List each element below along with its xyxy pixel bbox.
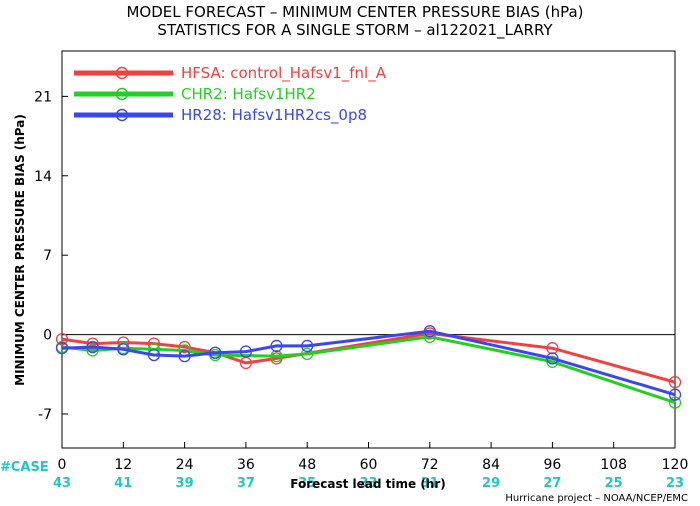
legend-label: HR28: Hafsv1HR2cs_0p8 [181,106,367,125]
chart-title-line2: STATISTICS FOR A SINGLE STORM – al122021… [157,21,553,40]
x-tick-label: 48 [298,457,316,473]
series-point [239,345,253,358]
series-point [86,340,99,354]
case-count: 35 [298,476,316,491]
series-point [178,349,191,363]
series-point [423,325,436,338]
x-tick-label: 12 [114,457,132,473]
legend-label: CHR2: Hafsv1HR2 [181,85,316,103]
y-tick-label: 14 [34,169,52,185]
series-point [178,340,191,354]
series-point [668,396,682,409]
series-line [61,329,676,397]
legend-entry-2: CHR2: Hafsv1HR2 [74,85,316,103]
series-point [86,344,99,357]
y-axis-label: MINIMUM CENTER PRESSURE BIAS (hPa) [13,114,27,386]
x-tick-label: 96 [543,457,561,473]
series-3 [55,325,682,401]
case-label: #CASE [0,460,49,475]
series-point [55,342,69,355]
case-count: 39 [176,476,194,491]
series-point [147,348,161,362]
y-tick-label: 0 [43,328,52,344]
legend-marker [115,108,129,122]
series-point [270,339,283,353]
series-point [546,355,559,368]
x-tick-label: 84 [482,457,500,473]
series-point [55,332,69,346]
series-point [668,388,682,401]
series-point [301,347,314,361]
series-line [61,335,676,405]
series-point [270,349,283,363]
case-count: 33 [359,476,377,491]
series-point [546,342,559,355]
credit-text: Hurricane project – NOAA/NCEP/EMC [505,493,688,504]
x-tick-label: 108 [600,457,627,473]
series-point [117,343,130,356]
case-count: 43 [53,476,71,491]
case-count: 31 [421,476,439,491]
series-point [668,376,682,389]
legend-marker [115,87,129,101]
x-tick-label: 0 [58,457,67,473]
x-tick-label: 36 [237,457,255,473]
series-line [61,331,676,384]
x-tick-label: 72 [421,457,439,473]
legend-entry-1: HFSA: control_Hafsv1_fnl_A [74,64,387,83]
case-count: 37 [237,476,255,491]
x-tick-label: 24 [176,457,194,473]
y-tick-label: 7 [43,248,52,264]
legend-marker [115,66,129,80]
series-point [301,339,314,353]
case-count: 25 [605,476,623,491]
y-tick-label: 21 [34,89,52,105]
case-count: 27 [543,476,561,491]
chart-title-line1: MODEL FORECAST – MINIMUM CENTER PRESSURE… [126,3,583,21]
y-tick-label: -7 [38,407,52,423]
plot-area-frame [61,50,676,449]
x-tick-label: 120 [662,457,689,473]
series-point [209,346,222,359]
x-tick-label: 60 [360,457,378,473]
x-axis-label: Forecast lead time (hr) [290,477,446,491]
series-1 [55,327,682,389]
case-count: 29 [482,476,500,491]
legend-entry-3: HR28: Hafsv1HR2cs_0p8 [74,106,367,125]
case-count: 23 [666,476,684,491]
series-point [546,352,559,365]
legend-label: HFSA: control_Hafsv1_fnl_A [181,64,387,83]
case-count: 41 [114,476,132,491]
